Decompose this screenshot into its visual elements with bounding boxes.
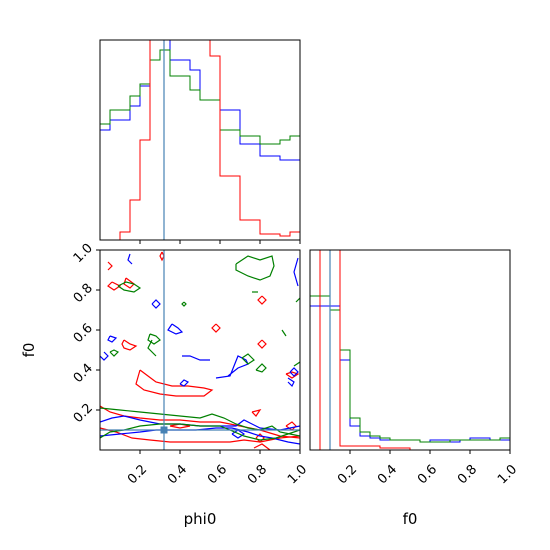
f0-hist-red-series	[310, 250, 510, 450]
contour-red-6	[257, 295, 267, 305]
contour-blue-10	[287, 377, 295, 388]
contour-red-16	[253, 443, 271, 450]
contour-green-4	[109, 349, 120, 357]
contour-blue-4	[151, 299, 161, 309]
contour-blue-7	[179, 379, 190, 387]
contour-blue-8	[289, 367, 299, 377]
contour-frame	[99, 249, 301, 451]
contour-red-5	[121, 339, 138, 351]
f0-hist-frame	[309, 249, 511, 451]
contour-green-10	[295, 297, 300, 303]
contour-green-2	[147, 333, 161, 345]
phi0-hist-frame	[99, 39, 301, 241]
x-axis-label-f0: f0	[403, 510, 418, 528]
contour-red-12	[169, 423, 191, 429]
contour-blue-1	[167, 323, 184, 335]
contour-red-3	[107, 261, 113, 271]
phi0-histogram-panel	[99, 39, 301, 244]
phi0-hist-red-series	[100, 40, 300, 240]
contour-green-0	[235, 255, 275, 281]
contour-green-8	[255, 363, 267, 373]
contour-blue-9	[293, 257, 299, 287]
contour-blue-13	[231, 429, 246, 439]
y-axis-label-f0: f0	[20, 343, 38, 358]
contour-blue-2	[107, 335, 118, 343]
contour-red-13	[251, 409, 262, 417]
x-axis-label-phi0: phi0	[184, 510, 217, 528]
contour-green-9	[281, 329, 287, 337]
contour-red-15	[285, 421, 297, 431]
contour-blue-3	[100, 351, 109, 361]
contour-green-5	[181, 301, 187, 307]
contour-green-13	[100, 423, 300, 441]
contour-red-7	[257, 339, 267, 349]
contour-red-4	[211, 323, 221, 333]
contour-red-10	[100, 405, 300, 439]
phi0-hist-blue-series	[100, 40, 300, 161]
phi0-hist-green-series	[100, 49, 300, 145]
contour-red-1	[107, 281, 122, 291]
contour-blue-5	[182, 355, 210, 361]
contour-red-11	[100, 427, 300, 443]
truth-marker	[160, 426, 168, 434]
contour-green-7	[241, 353, 255, 365]
contour-red-9	[135, 369, 214, 397]
contour-red-0	[159, 251, 165, 262]
contour-green-11	[293, 361, 300, 367]
contour-blue-6	[215, 355, 249, 379]
contour-green-1	[117, 281, 142, 293]
contour-green-3	[147, 339, 157, 357]
contour-blue-0	[127, 253, 133, 265]
